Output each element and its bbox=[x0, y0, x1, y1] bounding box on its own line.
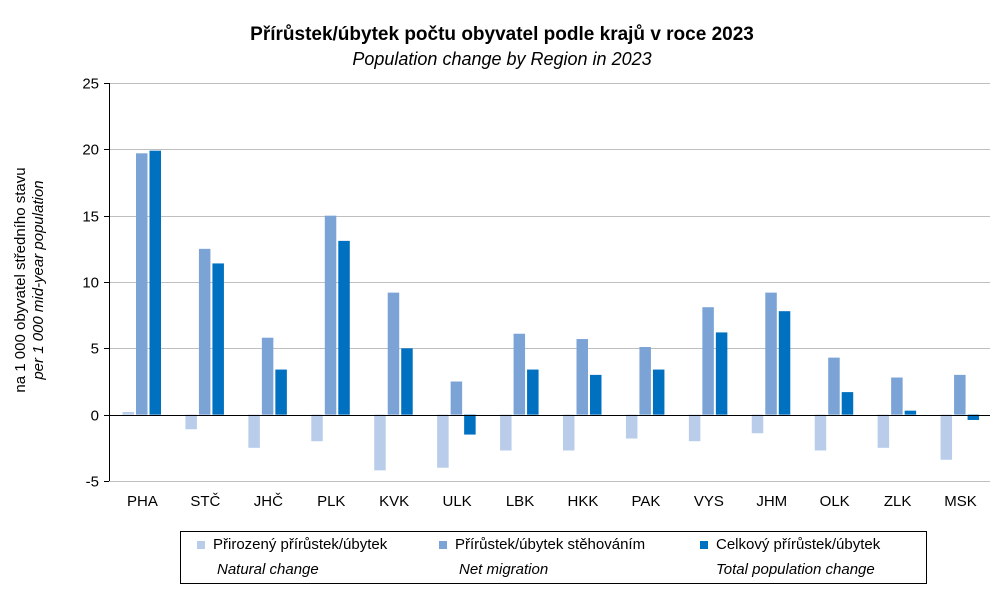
bars bbox=[122, 150, 980, 471]
bar bbox=[563, 414, 575, 451]
legend-label-migration-en: Net migration bbox=[459, 561, 549, 578]
legend: Přirozený přírůstek/úbytek Natural chang… bbox=[180, 531, 927, 584]
x-tick-label: PLK bbox=[317, 493, 345, 510]
x-tick-label: STČ bbox=[190, 493, 220, 510]
bar bbox=[437, 414, 449, 468]
x-tick-label: KVK bbox=[379, 493, 409, 510]
bar bbox=[212, 263, 224, 415]
bar bbox=[688, 414, 701, 442]
bar bbox=[324, 215, 337, 415]
legend-item-natural: Přirozený přírůstek/úbytek bbox=[197, 536, 387, 553]
bar bbox=[275, 369, 287, 415]
bar bbox=[625, 414, 638, 439]
bar bbox=[387, 292, 400, 415]
bar bbox=[590, 374, 602, 415]
legend-label-natural: Přirozený přírůstek/úbytek bbox=[213, 536, 388, 553]
x-tick-label: ULK bbox=[443, 493, 472, 510]
y-tick-label: -5 bbox=[86, 474, 99, 491]
bar bbox=[198, 248, 211, 415]
bar bbox=[261, 337, 274, 415]
bar bbox=[338, 240, 350, 415]
axes: -5 0 5 10 15 20 25 PHA STČ JHČ PLK KVK ULK LBK HKK PAK V… bbox=[82, 76, 990, 510]
bar bbox=[450, 381, 463, 415]
x-tick-label: PAK bbox=[631, 493, 660, 510]
bar bbox=[702, 307, 714, 415]
x-tick-label: ZLK bbox=[884, 493, 912, 510]
gridlines bbox=[109, 83, 990, 482]
bar bbox=[715, 332, 728, 415]
bar bbox=[891, 377, 903, 415]
y-tick-label: 20 bbox=[82, 142, 99, 159]
bar bbox=[500, 414, 512, 451]
bar bbox=[122, 412, 134, 415]
legend-item-total: Celkový přírůstek/úbytek bbox=[700, 536, 880, 553]
bar bbox=[877, 414, 890, 448]
bar bbox=[401, 348, 413, 415]
legend-label-total-en: Total population change bbox=[716, 561, 875, 578]
x-tick-label: LBK bbox=[506, 493, 534, 510]
x-tick-label: MSK bbox=[944, 493, 977, 510]
x-tick-label: JHM bbox=[756, 493, 787, 510]
legend-label-migration: Přírůstek/úbytek stěhováním bbox=[455, 536, 646, 553]
bar bbox=[527, 369, 539, 415]
legend-swatch-natural bbox=[197, 541, 205, 550]
bar bbox=[136, 153, 148, 415]
bar bbox=[778, 311, 791, 415]
bar bbox=[841, 392, 854, 415]
y-tick-label: 15 bbox=[82, 209, 99, 226]
bar bbox=[185, 414, 197, 430]
bar bbox=[904, 410, 917, 415]
legend-item-migration: Přírůstek/úbytek stěhováním bbox=[439, 536, 645, 553]
x-tick-label: OLK bbox=[820, 493, 850, 510]
x-tick-label: HKK bbox=[568, 493, 599, 510]
bar bbox=[954, 374, 966, 415]
bar bbox=[828, 357, 840, 415]
x-tick-label: PHA bbox=[127, 493, 158, 510]
chart-title: Přírůstek/úbytek počtu obyvatel podle kr… bbox=[250, 24, 754, 45]
bar bbox=[814, 414, 827, 451]
bar bbox=[751, 414, 764, 434]
bar bbox=[311, 414, 323, 442]
y-tick-label: 0 bbox=[91, 408, 99, 425]
chart-subtitle: Population change by Region in 2023 bbox=[352, 49, 652, 69]
bar bbox=[513, 333, 526, 415]
bar bbox=[149, 150, 161, 415]
bar bbox=[967, 414, 980, 420]
legend-swatch-total bbox=[700, 541, 708, 550]
y-tick-label: 5 bbox=[91, 341, 99, 358]
bar bbox=[576, 339, 588, 415]
bar bbox=[374, 414, 386, 471]
y-tick-label: 25 bbox=[82, 76, 99, 93]
legend-label-total: Celkový přírůstek/úbytek bbox=[716, 536, 881, 553]
bar-chart: -5 0 5 10 15 20 25 PHA STČ JHČ PLK KVK ULK LBK HKK PAK V… bbox=[82, 76, 990, 510]
bar bbox=[652, 369, 665, 415]
y-tick-label: 10 bbox=[82, 275, 99, 292]
bar bbox=[639, 347, 651, 415]
bar bbox=[940, 414, 953, 460]
legend-swatch-migration bbox=[439, 541, 447, 550]
bar bbox=[248, 414, 260, 448]
legend-label-natural-en: Natural change bbox=[217, 561, 319, 578]
bar bbox=[464, 414, 476, 435]
x-tick-label: VYS bbox=[694, 493, 724, 510]
x-tick-label: JHČ bbox=[254, 493, 283, 510]
bar bbox=[765, 292, 777, 415]
